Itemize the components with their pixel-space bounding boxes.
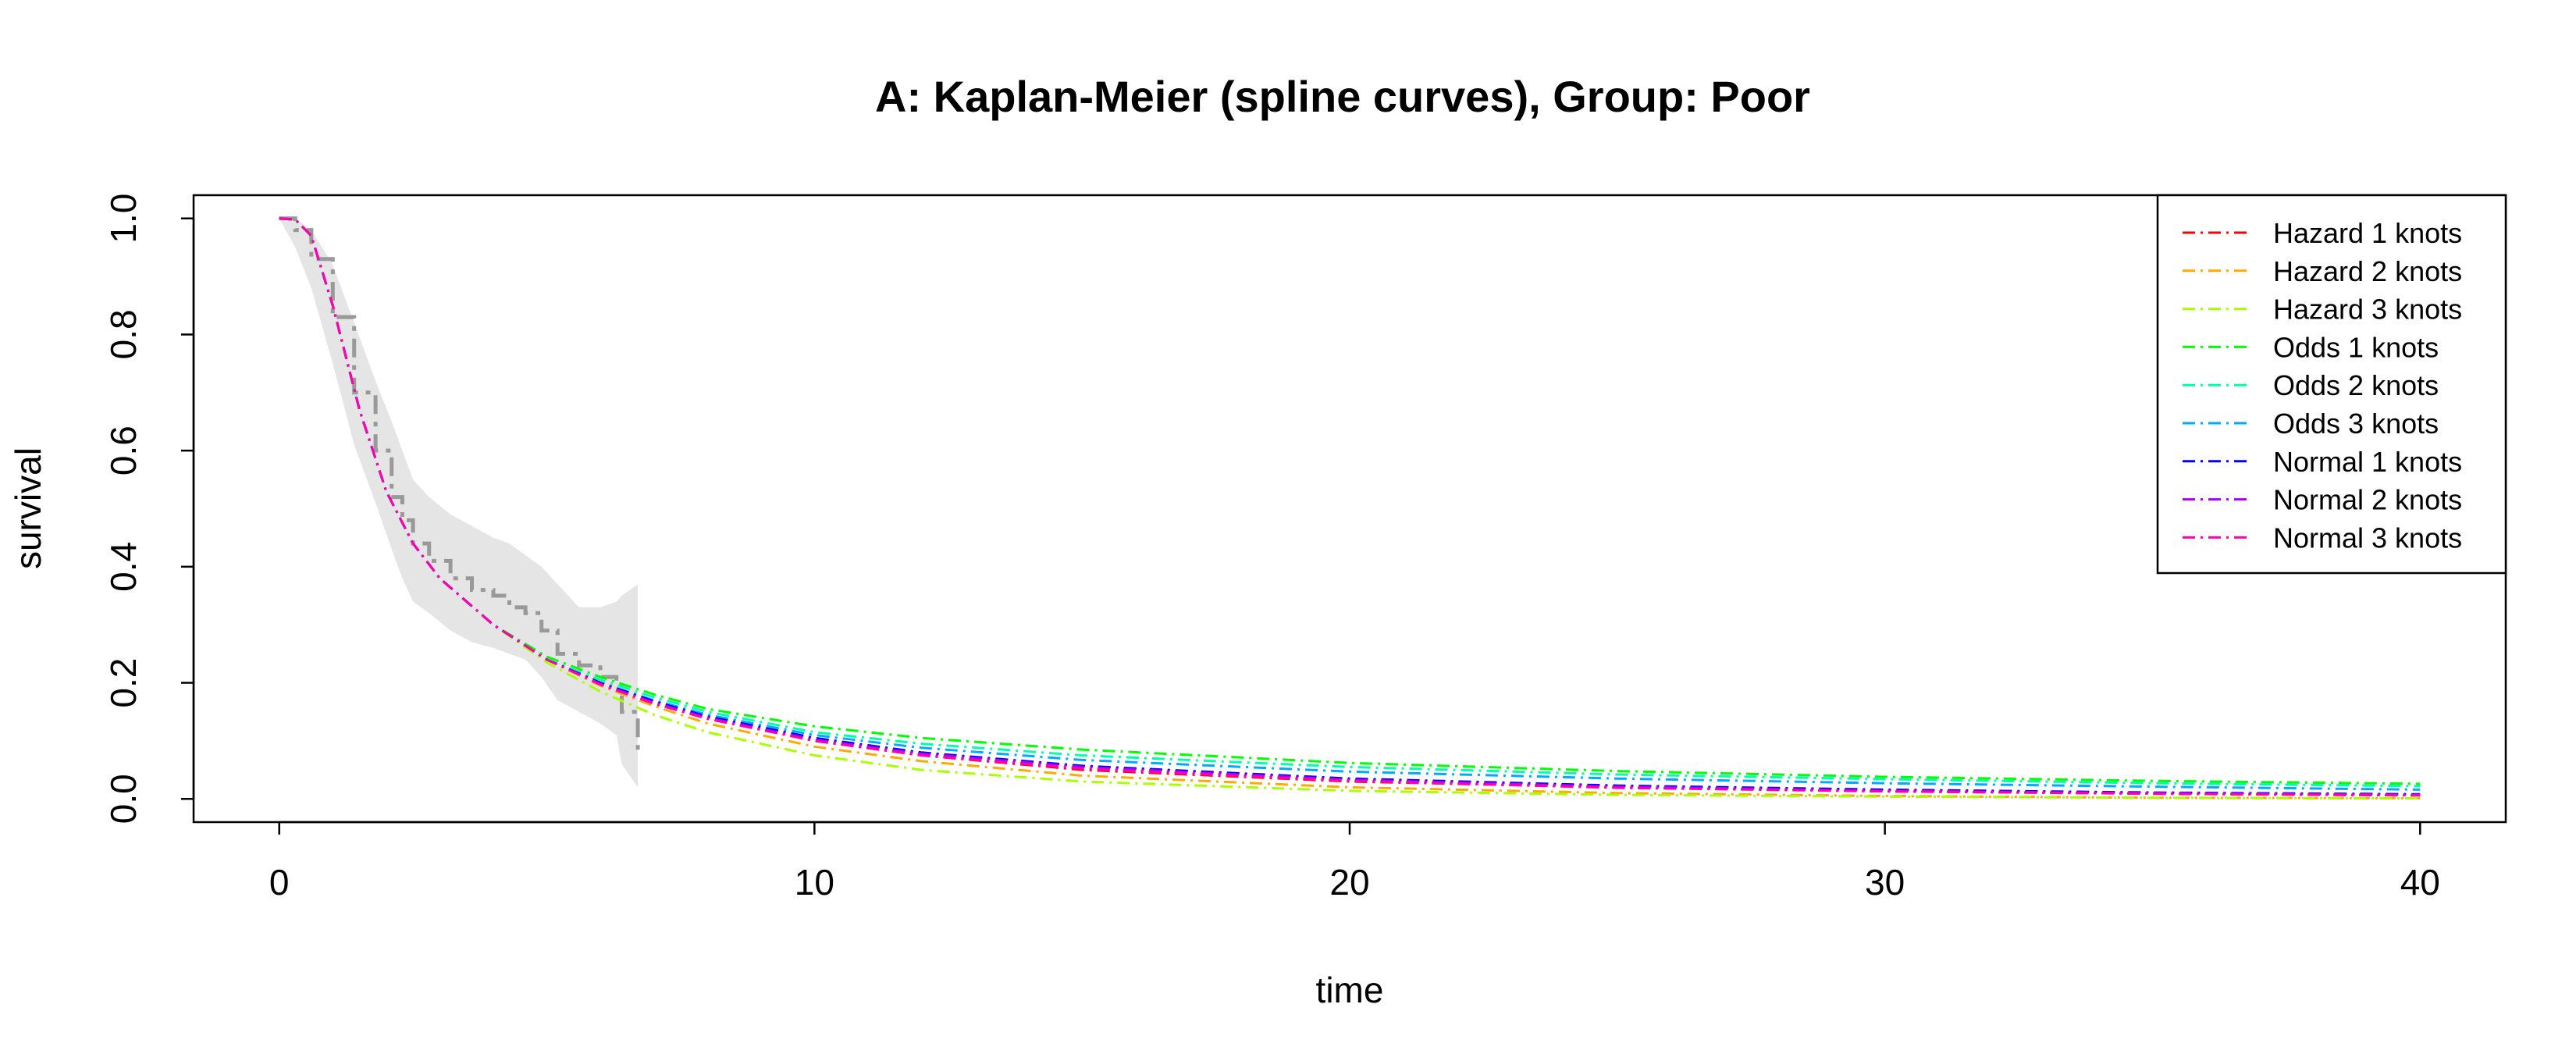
legend-label: Normal 1 knots: [2273, 446, 2462, 478]
chart-title: A: Kaplan-Meier (spline curves), Group: …: [875, 72, 1810, 121]
y-tick-label: 0.0: [103, 774, 144, 824]
legend: Hazard 1 knots Hazard 2 knots Hazard 3 kno…: [2156, 194, 2507, 575]
x-tick-label: 10: [795, 862, 834, 903]
legend-label: Odds 1 knots: [2273, 331, 2439, 363]
confidence-band: [279, 218, 639, 788]
x-tick-label: 30: [1865, 862, 1905, 903]
legend-label: Hazard 3 knots: [2273, 294, 2462, 326]
legend-label: Normal 3 knots: [2273, 522, 2462, 554]
legend-items: Hazard 1 knots Hazard 2 knots Hazard 3 kno…: [2183, 217, 2462, 554]
y-tick-label: 0.8: [103, 309, 144, 359]
x-axis: 0 10 20 30 40: [269, 821, 2440, 903]
y-axis-title: survival: [8, 447, 48, 569]
legend-label: Odds 2 knots: [2273, 369, 2439, 401]
km-estimate-line: [279, 216, 640, 753]
legend-label: Odds 3 knots: [2273, 408, 2439, 440]
y-tick-label: 1.0: [103, 194, 144, 244]
y-tick-label: 0.4: [103, 542, 144, 592]
y-tick-label: 0.6: [103, 426, 144, 475]
x-tick-label: 0: [269, 862, 290, 903]
y-tick-label: 0.2: [103, 658, 144, 708]
plot-area: [279, 216, 2421, 799]
series-line-9: [279, 217, 2421, 797]
legend-label: Hazard 2 knots: [2273, 255, 2462, 287]
series-lines: [279, 217, 2421, 799]
y-axis: 0.0 0.2 0.4 0.6 0.8 1.0: [103, 194, 195, 824]
legend-label: Hazard 1 knots: [2273, 217, 2462, 249]
x-tick-label: 40: [2400, 862, 2440, 903]
x-tick-label: 20: [1329, 862, 1369, 903]
x-axis-title: time: [1316, 970, 1384, 1010]
legend-label: Normal 2 knots: [2273, 484, 2462, 516]
